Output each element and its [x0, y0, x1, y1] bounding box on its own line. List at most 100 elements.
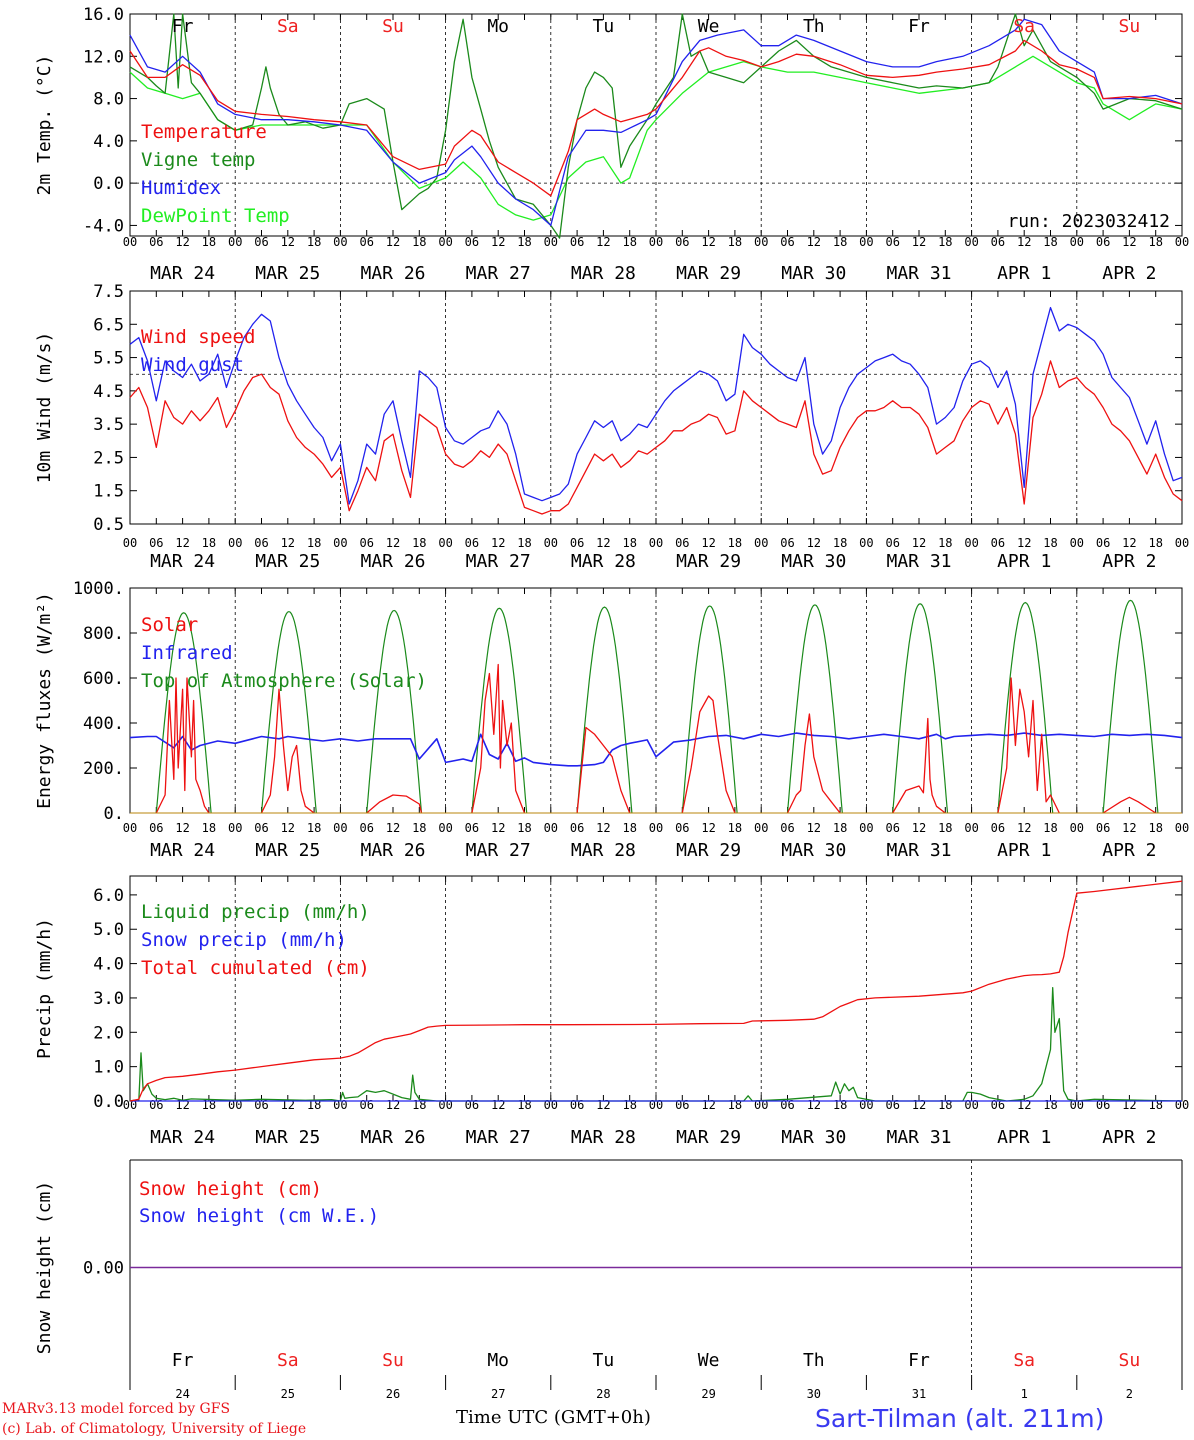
- date-label: MAR 29: [676, 263, 741, 284]
- date-label: MAR 27: [466, 840, 531, 861]
- weekday-label: Mo: [487, 16, 509, 37]
- series-line-b: [129, 306, 1183, 505]
- hour-tick-label: 06: [570, 821, 584, 835]
- date-label: APR 2: [1102, 551, 1156, 572]
- hour-tick-label: 18: [307, 235, 321, 249]
- y-tick-label: 16.0: [83, 5, 124, 25]
- date-label: MAR 24: [150, 840, 215, 861]
- hour-tick-label: 12: [596, 1098, 610, 1112]
- hour-tick-label: 06: [1096, 821, 1110, 835]
- y-tick-label: 4.5: [93, 382, 124, 402]
- solar-line: [576, 726, 631, 814]
- hour-tick-label: 06: [570, 536, 584, 550]
- date-label: APR 1: [997, 1127, 1051, 1148]
- legend-entry: DewPoint Temp: [141, 205, 290, 227]
- hour-tick-label: 18: [938, 536, 952, 550]
- y-tick-label: 5.5: [93, 349, 124, 369]
- hour-tick-label: 00: [333, 536, 347, 550]
- hour-tick-label: 12: [1017, 536, 1031, 550]
- y-tick-label: 0.0: [93, 174, 124, 194]
- hour-tick-label: 18: [622, 235, 636, 249]
- hour-tick-label: 12: [807, 1098, 821, 1112]
- date-label: MAR 28: [571, 1127, 636, 1148]
- model-credit: MARv3.13 model forced by GFS: [2, 1401, 231, 1417]
- hour-tick-label: 06: [991, 235, 1005, 249]
- date-label: APR 1: [997, 840, 1051, 861]
- y-tick-label: 0.: [104, 804, 124, 824]
- hour-tick-label: 06: [1096, 536, 1110, 550]
- hour-tick-label: 18: [728, 235, 742, 249]
- y-tick-label: 4.0: [93, 955, 124, 975]
- date-label: MAR 28: [571, 551, 636, 572]
- legend-entry: Solar: [141, 614, 198, 636]
- hour-tick-label: 06: [254, 536, 268, 550]
- hour-tick-label: 18: [622, 536, 636, 550]
- date-label: MAR 29: [676, 1127, 741, 1148]
- date-label: MAR 31: [886, 263, 951, 284]
- legend-entry: Temperature: [141, 121, 267, 143]
- hour-tick-label: 00: [1175, 821, 1189, 835]
- hour-tick-label: 06: [570, 1098, 584, 1112]
- hour-tick-label: 18: [833, 235, 847, 249]
- hour-tick-label: 12: [912, 235, 926, 249]
- solar-line: [997, 677, 1060, 814]
- hour-tick-label: 06: [570, 235, 584, 249]
- day-number-label: 26: [386, 1387, 400, 1401]
- station-name: Sart-Tilman (alt. 211m): [815, 1404, 1105, 1433]
- weekday-label: We: [698, 16, 720, 37]
- lab-credit: (c) Lab. of Climatology, University of L…: [2, 1421, 307, 1437]
- hour-tick-label: 18: [517, 536, 531, 550]
- hour-tick-label: 06: [149, 821, 163, 835]
- hour-tick-label: 00: [964, 536, 978, 550]
- legend-entry: Liquid precip (mm/h): [141, 901, 370, 923]
- hour-tick-label: 00: [1070, 536, 1084, 550]
- y-tick-label: 3.5: [93, 415, 124, 435]
- toa-solar-line: [786, 604, 843, 814]
- hour-tick-label: 12: [491, 235, 505, 249]
- y-tick-label: -4.0: [83, 216, 124, 236]
- solar-line: [260, 688, 315, 814]
- toa-solar-line: [155, 612, 212, 814]
- hour-tick-label: 18: [1148, 821, 1162, 835]
- weekday-label: Mo: [487, 1350, 509, 1371]
- y-tick-label: 0.5: [93, 515, 124, 535]
- hour-tick-label: 06: [359, 536, 373, 550]
- legend-entry: Wind gust: [141, 354, 244, 376]
- energy-flux-panel: 1000. 800. 600. 400. 200. 0. Energy fluxes (W/…: [34, 579, 1189, 861]
- hour-tick-label: 12: [807, 536, 821, 550]
- hour-tick-label: 00: [438, 536, 452, 550]
- y-tick-label: 6.5: [93, 315, 124, 335]
- date-label: MAR 30: [781, 840, 846, 861]
- weekday-label: Fr: [908, 1350, 930, 1371]
- hour-tick-label: 06: [149, 235, 163, 249]
- y-axis-label: 2m Temp. (°C): [34, 55, 55, 196]
- day-number-label: 28: [596, 1387, 610, 1401]
- hour-tick-label: 00: [544, 821, 558, 835]
- hour-tick-label: 18: [728, 1098, 742, 1112]
- y-tick-label: 400.: [83, 714, 124, 734]
- hour-tick-label: 18: [1043, 235, 1057, 249]
- solar-line: [681, 695, 736, 814]
- run-label: run: 2023032412: [1007, 211, 1170, 232]
- legend-entry: Snow height (cm): [139, 1178, 322, 1200]
- day-number-label: 2: [1126, 1387, 1133, 1401]
- hour-tick-label: 06: [885, 536, 899, 550]
- weekday-label: Sa: [277, 1350, 299, 1371]
- hour-tick-label: 18: [938, 821, 952, 835]
- weekday-label: Sa: [1013, 1350, 1035, 1371]
- plot-frame: [129, 587, 1183, 814]
- y-tick-label: 200.: [83, 759, 124, 779]
- hour-tick-label: 18: [833, 536, 847, 550]
- hour-tick-label: 06: [465, 235, 479, 249]
- y-tick-label: 4.0: [93, 132, 124, 152]
- hour-tick-label: 06: [465, 536, 479, 550]
- hour-tick-label: 18: [833, 1098, 847, 1112]
- hour-tick-label: 06: [991, 536, 1005, 550]
- hour-tick-label: 18: [202, 235, 216, 249]
- hour-tick-label: 12: [175, 536, 189, 550]
- temperature-panel: 16.0 12.0 8.0 4.0 0.0 -4.0 2m Temp. (°C) 00 06 12…: [34, 5, 1189, 284]
- date-label: MAR 29: [676, 551, 741, 572]
- date-label: MAR 31: [886, 1127, 951, 1148]
- hour-tick-label: 06: [1096, 235, 1110, 249]
- day-number-label: 24: [175, 1387, 189, 1401]
